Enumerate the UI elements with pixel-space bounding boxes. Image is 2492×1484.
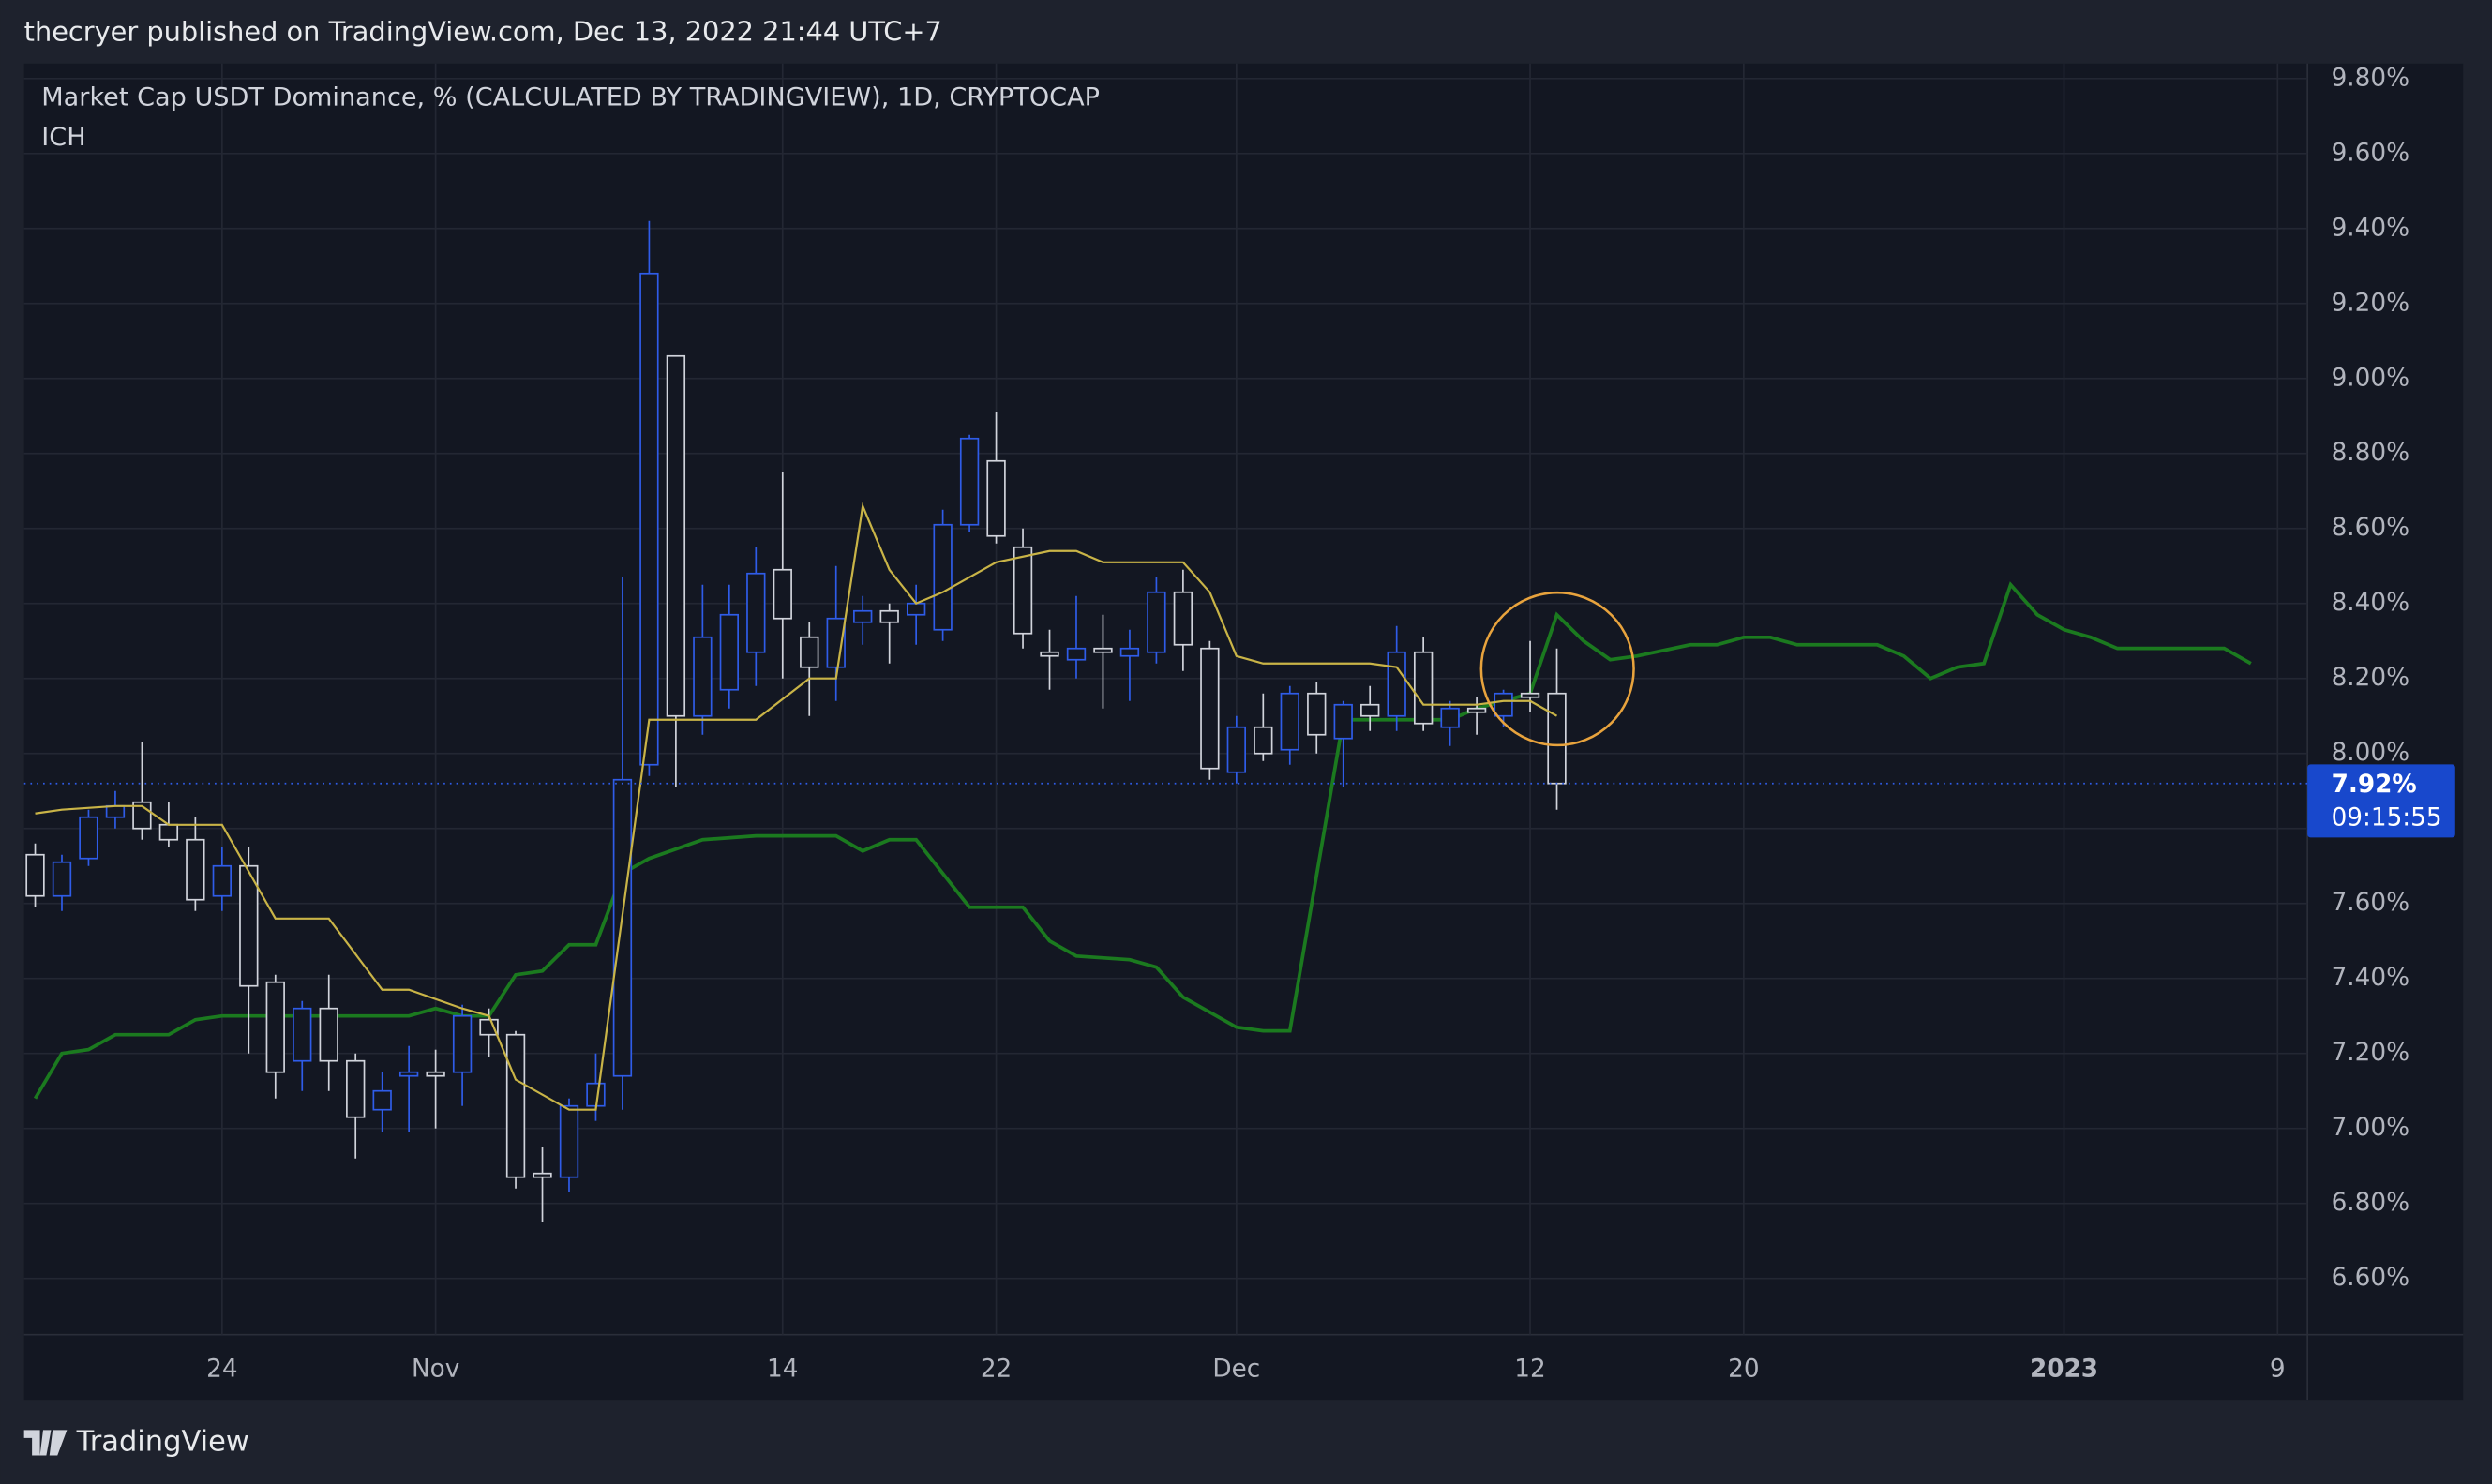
candle-body: [666, 354, 686, 717]
candle-body: [265, 981, 285, 1073]
candle-body: [1466, 707, 1487, 713]
countdown: 09:15:55: [2332, 804, 2442, 832]
candle-body: [1200, 647, 1220, 770]
candle-body: [372, 1089, 392, 1111]
chart-title: Market Cap USDT Dominance, % (CALCULATED…: [41, 83, 1100, 112]
candle-body: [479, 1018, 499, 1036]
candle-body: [346, 1059, 366, 1118]
candle-body: [559, 1104, 579, 1178]
y-tick-label: 8.80%: [2332, 439, 2409, 467]
candle-body: [105, 804, 126, 818]
header: thecryer published on TradingView.com, D…: [24, 16, 942, 48]
candle-body: [612, 778, 633, 1077]
y-tick-label: 6.80%: [2332, 1189, 2409, 1217]
candle-body: [398, 1071, 419, 1077]
candle-body: [1307, 692, 1327, 736]
x-tick-label: 2023: [2030, 1355, 2098, 1383]
candle-body: [426, 1071, 445, 1077]
candle-body: [1013, 546, 1033, 635]
x-tick-label: 22: [981, 1355, 1012, 1383]
candle-body: [452, 1014, 473, 1073]
candle-body: [1547, 692, 1567, 785]
y-tick-label: 7.60%: [2332, 889, 2409, 917]
candle-body: [1413, 651, 1434, 725]
y-tick-label: 8.60%: [2332, 514, 2409, 542]
candle-body: [746, 572, 766, 653]
candle-body: [52, 861, 72, 897]
candle-body: [693, 636, 713, 717]
candle-body: [879, 609, 899, 623]
candle-body: [1040, 651, 1059, 657]
highlight-circle: [1479, 591, 1635, 747]
candle-body: [1254, 726, 1273, 755]
candle-body: [719, 613, 740, 691]
x-tick-label: Dec: [1212, 1355, 1260, 1383]
candle-body: [1333, 703, 1353, 740]
x-tick-label: Nov: [412, 1355, 459, 1383]
candle-body: [1520, 692, 1540, 698]
candle-body: [853, 609, 873, 623]
candle-body: [533, 1172, 552, 1178]
y-tick-label: 8.40%: [2332, 589, 2409, 617]
candle-body: [158, 823, 179, 841]
price-badge: [2307, 764, 2455, 838]
y-tick-label: 7.20%: [2332, 1039, 2409, 1067]
x-tick-label: 12: [1514, 1355, 1545, 1383]
candle-body: [1387, 651, 1406, 717]
candle-body: [293, 1007, 312, 1062]
y-tick-label: 9.80%: [2332, 64, 2409, 92]
candle-body: [25, 853, 45, 897]
y-tick-label: 9.20%: [2332, 289, 2409, 317]
candle-body: [639, 272, 659, 766]
candle-body: [933, 523, 953, 631]
axes: 6.60%6.80%7.00%7.20%7.40%7.60%7.80%8.00%…: [206, 64, 2455, 1383]
candle-body: [1280, 692, 1299, 751]
price-label: 7.92%: [2332, 771, 2417, 799]
candle-body: [79, 816, 98, 860]
logo: [23, 1430, 68, 1456]
y-tick-label: 9.40%: [2332, 214, 2409, 242]
y-tick-label: 9.00%: [2332, 364, 2409, 392]
x-tick-label: 24: [206, 1355, 237, 1383]
candle-body: [239, 864, 259, 987]
candle-body: [212, 864, 233, 897]
candle-body: [1147, 591, 1166, 653]
candle-body: [1494, 692, 1513, 717]
candle-body: [1360, 703, 1380, 717]
chart-subtitle: ICH: [41, 123, 85, 152]
candle-body: [773, 568, 792, 620]
candle-body: [505, 1033, 526, 1178]
candle-body: [1119, 647, 1140, 657]
x-tick-label: 14: [767, 1355, 798, 1383]
candle-body: [186, 838, 205, 901]
candle-body: [1066, 647, 1087, 661]
plot: [23, 220, 2308, 1222]
candle-body: [1173, 591, 1193, 646]
candle-body: [1226, 726, 1247, 773]
candle-body: [959, 437, 980, 526]
candle-body: [800, 636, 819, 668]
y-tick-label: 7.00%: [2332, 1114, 2409, 1142]
candle-body: [1093, 647, 1113, 653]
candle-body: [906, 602, 926, 616]
y-tick-label: 8.20%: [2332, 664, 2409, 692]
candle-body: [986, 459, 1006, 537]
x-tick-label: 9: [2270, 1355, 2286, 1383]
y-tick-label: 9.60%: [2332, 139, 2409, 167]
x-tick-label: 20: [1728, 1355, 1759, 1383]
y-tick-label: 8.00%: [2332, 739, 2409, 767]
y-tick-label: 7.40%: [2332, 964, 2409, 992]
candle-body: [1440, 707, 1460, 728]
y-tick-label: 6.60%: [2332, 1264, 2409, 1292]
candle-body: [319, 1007, 338, 1062]
footer-brand: TradingView: [76, 1425, 249, 1458]
indicator-line: [35, 502, 1558, 1111]
